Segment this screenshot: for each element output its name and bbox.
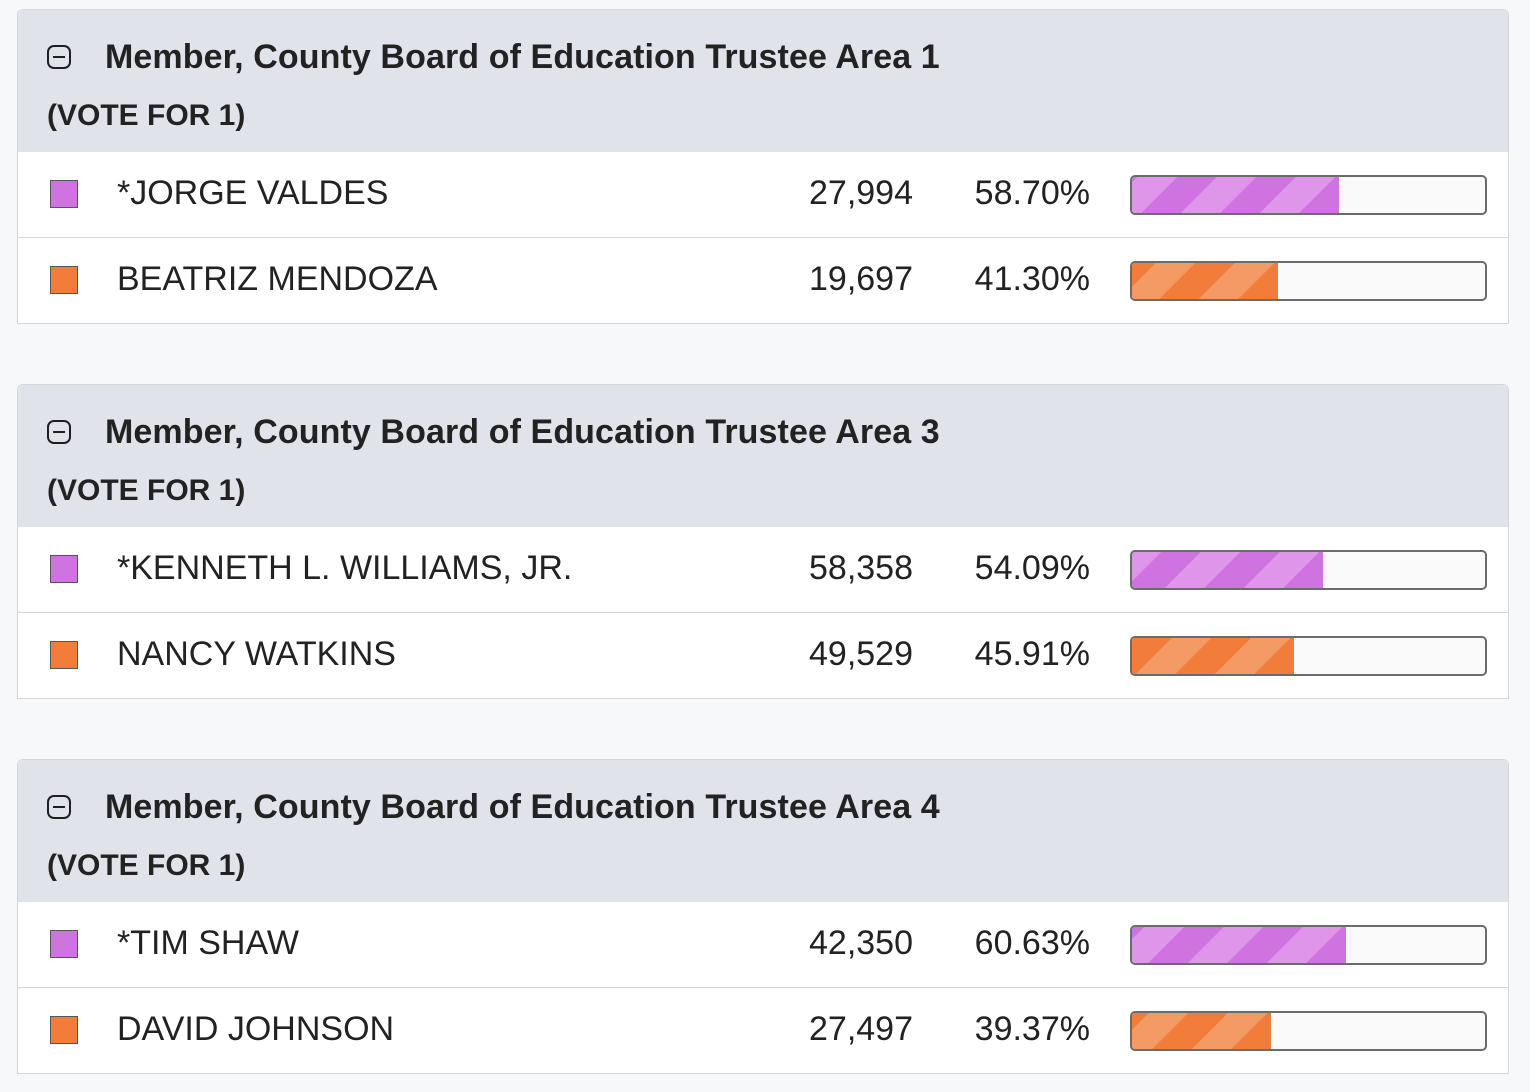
vote-share-bar-fill	[1132, 177, 1340, 213]
candidate-percent: 58.70%	[974, 174, 1090, 212]
candidate-name: *TIM SHAW	[117, 924, 299, 962]
race-header: Member, County Board of Education Truste…	[18, 385, 1508, 527]
race-card: Member, County Board of Education Truste…	[17, 9, 1509, 324]
candidate-color-swatch	[50, 266, 78, 294]
race-title: Member, County Board of Education Truste…	[105, 38, 940, 76]
candidate-percent: 54.09%	[974, 549, 1090, 587]
candidate-name: DAVID JOHNSON	[117, 1010, 395, 1048]
candidate-row: BEATRIZ MENDOZA 19,697 41.30%	[18, 237, 1508, 323]
vote-share-bar-fill	[1132, 638, 1295, 674]
race-header: Member, County Board of Education Truste…	[18, 10, 1508, 152]
candidate-votes: 49,529	[809, 635, 913, 673]
candidate-name: *KENNETH L. WILLIAMS, JR.	[117, 549, 573, 587]
vote-share-bar	[1130, 636, 1487, 676]
collapse-icon[interactable]	[47, 795, 71, 819]
candidate-row: NANCY WATKINS 49,529 45.91%	[18, 612, 1508, 698]
candidate-color-swatch	[50, 555, 78, 583]
vote-share-bar	[1130, 261, 1487, 301]
vote-share-bar-fill	[1132, 263, 1278, 299]
candidate-color-swatch	[50, 930, 78, 958]
race-vote-for: (VOTE FOR 1)	[47, 849, 246, 882]
race-title: Member, County Board of Education Truste…	[105, 788, 940, 826]
race-vote-for: (VOTE FOR 1)	[47, 474, 246, 507]
vote-share-bar-fill	[1132, 1013, 1271, 1049]
candidate-color-swatch	[50, 641, 78, 669]
race-card: Member, County Board of Education Truste…	[17, 384, 1509, 699]
collapse-icon[interactable]	[47, 45, 71, 69]
candidate-percent: 41.30%	[974, 260, 1090, 298]
race-title: Member, County Board of Education Truste…	[105, 413, 940, 451]
vote-share-bar-fill	[1132, 552, 1323, 588]
candidate-row: *KENNETH L. WILLIAMS, JR. 58,358 54.09%	[18, 527, 1508, 612]
candidate-row: DAVID JOHNSON 27,497 39.37%	[18, 987, 1508, 1073]
candidate-name: BEATRIZ MENDOZA	[117, 260, 438, 298]
candidate-votes: 27,994	[809, 174, 913, 212]
candidate-name: *JORGE VALDES	[117, 174, 389, 212]
candidate-row: *TIM SHAW 42,350 60.63%	[18, 902, 1508, 987]
candidate-votes: 42,350	[809, 924, 913, 962]
candidate-row: *JORGE VALDES 27,994 58.70%	[18, 152, 1508, 237]
candidate-percent: 45.91%	[974, 635, 1090, 673]
vote-share-bar-fill	[1132, 927, 1347, 963]
vote-share-bar	[1130, 550, 1487, 590]
race-vote-for: (VOTE FOR 1)	[47, 99, 246, 132]
vote-share-bar	[1130, 925, 1487, 965]
vote-share-bar	[1130, 1011, 1487, 1051]
vote-share-bar	[1130, 175, 1487, 215]
collapse-icon[interactable]	[47, 420, 71, 444]
candidate-votes: 58,358	[809, 549, 913, 587]
candidate-votes: 19,697	[809, 260, 913, 298]
candidate-votes: 27,497	[809, 1010, 913, 1048]
candidate-percent: 60.63%	[974, 924, 1090, 962]
candidate-percent: 39.37%	[974, 1010, 1090, 1048]
candidate-name: NANCY WATKINS	[117, 635, 396, 673]
candidate-color-swatch	[50, 1016, 78, 1044]
candidate-color-swatch	[50, 180, 78, 208]
race-header: Member, County Board of Education Truste…	[18, 760, 1508, 902]
race-card: Member, County Board of Education Truste…	[17, 759, 1509, 1074]
